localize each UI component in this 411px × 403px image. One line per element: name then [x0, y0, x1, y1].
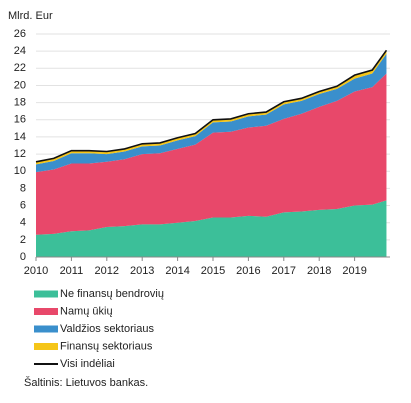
legend-label: Finansų sektoriaus — [60, 340, 153, 352]
x-tick-label: 2016 — [236, 265, 260, 277]
x-tick-label: 2014 — [165, 265, 189, 277]
legend-swatch — [34, 343, 58, 350]
x-tick-label: 2015 — [201, 265, 225, 277]
legend-swatch — [34, 325, 58, 333]
legend-label: Valdžios sektoriaus — [60, 323, 154, 335]
area — [36, 200, 387, 257]
area — [36, 50, 387, 165]
y-tick-label: 0 — [20, 251, 26, 263]
y-tick-label: 10 — [14, 165, 26, 177]
x-tick-label: 2012 — [95, 265, 119, 277]
x-tick-label: 2010 — [24, 265, 48, 277]
y-tick-label: 18 — [14, 97, 26, 109]
y-tick-label: 14 — [14, 131, 26, 143]
y-tick-label: 22 — [14, 62, 26, 74]
y-axis-label: Mlrd. Eur — [8, 10, 53, 22]
total-line — [35, 49, 388, 163]
y-tick-label: 4 — [20, 217, 26, 229]
legend-swatch — [34, 290, 58, 298]
legend-label: Namų ūkių — [60, 305, 113, 317]
y-tick-label: 26 — [14, 28, 26, 40]
y-tick-label: 2 — [20, 234, 26, 246]
y-tick-label: 8 — [20, 182, 26, 194]
legend-label: Ne finansų bendrovių — [60, 288, 164, 300]
x-tick-label: 2013 — [130, 265, 154, 277]
y-tick-label: 12 — [14, 148, 26, 160]
x-tick-label: 2019 — [342, 265, 366, 277]
y-tick-label: 24 — [14, 45, 26, 57]
y-tick-label: 6 — [20, 199, 26, 211]
legend-label: Visi indėliai — [60, 358, 115, 370]
x-tick-label: 2017 — [272, 265, 296, 277]
x-tick-label: 2011 — [60, 265, 84, 277]
legend-swatch — [34, 308, 58, 315]
source: Šaltinis: Lietuvos bankas. — [24, 376, 148, 389]
area — [36, 53, 387, 173]
x-tick-label: 2018 — [307, 265, 331, 277]
y-tick-label: 20 — [14, 79, 26, 91]
y-tick-label: 16 — [14, 114, 26, 126]
area — [36, 73, 387, 235]
